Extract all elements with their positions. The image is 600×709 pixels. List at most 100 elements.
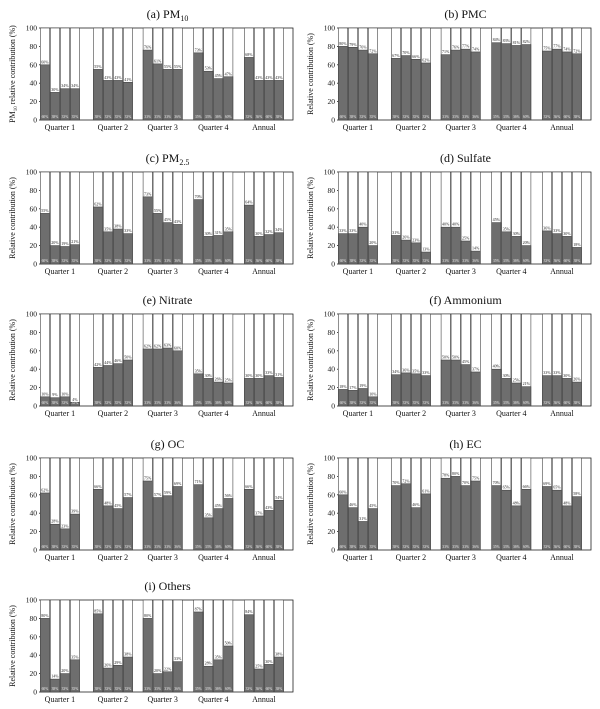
bar-value-label: 85% [94,608,102,613]
x-category-label: Quarter 1 [343,267,373,276]
bar-contribution [491,42,502,121]
y-axis-label: Relative contribution (%) [8,605,17,687]
bar-contribution [49,92,60,121]
bar-value-label: 59% [164,490,172,495]
bar-contribution [273,500,284,551]
y-tick-label: 40 [30,365,38,374]
bar-contribution [347,390,358,407]
bar-value-label: 39% [71,509,79,514]
bar-contribution [400,483,411,551]
bar-bottom-label: 38% [52,687,59,691]
y-tick-label: 20 [30,669,38,678]
x-category-label: Quarter 2 [396,553,426,562]
bar-value-label: 71% [442,49,450,54]
bar-bottom-label: 33% [462,259,469,263]
bar-bottom-label: 35% [154,259,161,263]
bar-value-label: 75% [472,476,480,481]
bar-value-label: 30% [265,659,273,664]
bar-contribution [571,381,582,407]
bar-bottom-label: 60% [266,115,273,119]
bar-contribution [59,246,70,265]
y-axis-label-text: Relative contribution (%) [306,463,315,545]
bar-value-label: 17% [349,385,357,390]
bar-contribution [244,614,254,693]
y-tick-label: 0 [33,688,37,697]
bar-value-label: 66% [94,484,102,489]
bar-value-label: 69% [543,481,551,486]
bar-contribution [172,224,183,265]
bar-bottom-label: 38% [350,115,357,119]
bar-contribution [491,485,502,551]
bar-contribution [152,63,163,121]
bar-contribution [420,493,431,551]
bar-contribution [337,233,348,265]
bar-bottom-label: 33% [360,115,367,119]
bar-value-label: 21% [71,239,79,244]
bar-contribution [123,81,133,121]
bar-value-label: 55% [41,208,49,213]
x-category-label: Quarter 2 [396,267,426,276]
bar-bottom-label: 36% [256,259,263,263]
bar-bottom-label: 33% [62,259,69,263]
bar-bottom-label: 36% [256,401,263,405]
x-category-label: Quarter 4 [198,267,228,276]
bar-value-label: 60% [339,489,347,494]
bar-value-label: 69% [174,481,182,486]
x-category-label: Quarter 2 [396,123,426,132]
x-category-label: Quarter 3 [147,267,177,276]
bar-value-label: 43% [174,219,182,224]
bar-value-label: 81% [513,40,521,45]
bar-bottom-label: 35% [195,115,202,119]
bar-bottom-label: 38% [393,401,400,405]
bar-bottom-label: 35% [115,259,122,263]
bar-bottom-label: 60% [523,401,530,405]
bar-value-label: 28% [205,661,213,666]
bar-contribution [152,213,163,265]
bar-contribution [450,359,461,407]
bar-contribution [501,489,512,551]
bar-contribution [203,378,214,407]
y-axis-label-text: Relative contribution (%) [306,319,315,401]
bar-value-label: 33% [553,370,561,375]
bar-bottom-label: 38% [574,115,581,119]
bar-contribution [521,488,532,551]
bar-value-label: 62% [154,343,162,348]
bar-value-label: 14% [51,674,59,679]
bar-bottom-label: 60% [42,259,49,263]
bar-bottom-label: 35% [154,115,161,119]
bar-value-label: 28% [51,519,59,524]
bar-contribution [193,484,204,551]
bar-contribution [551,233,562,265]
bar-bottom-label: 33% [164,115,171,119]
y-tick-label: 40 [328,79,336,88]
bar-value-label: 83% [503,38,511,43]
bar-contribution [521,386,532,407]
bar-bottom-label: 60% [225,259,232,263]
bar-value-label: 33% [543,370,551,375]
bar-contribution [152,497,163,551]
bar-value-label: 10% [41,391,49,396]
y-tick-label: 80 [30,614,38,623]
chart-title: (h) EC [449,437,481,451]
bar-bottom-label: 36% [215,545,222,549]
bar-value-label: 80% [452,471,460,476]
bar-contribution [501,231,512,265]
bar-bottom-label: 38% [52,545,59,549]
bar-contribution [460,48,471,121]
bar-contribution [400,55,411,121]
bar-value-label: 72% [369,48,377,53]
y-axis-label-text: PM [8,111,17,123]
bar-value-label: 38% [275,652,283,657]
bar-value-label: 30% [513,231,521,236]
bar-contribution [551,48,562,121]
bar-bottom-label: 35% [72,401,79,405]
bar-contribution [357,521,368,551]
chart-title-text: (b) PMC [444,7,486,21]
bar-value-label: 70% [462,480,470,485]
bar-bottom-label: 36% [215,687,222,691]
bar-contribution [450,49,461,121]
bar-bottom-label: 33% [360,259,367,263]
bar-value-label: 45% [215,503,223,508]
bar-value-label: 4% [72,397,78,402]
x-category-label: Quarter 2 [98,553,128,562]
